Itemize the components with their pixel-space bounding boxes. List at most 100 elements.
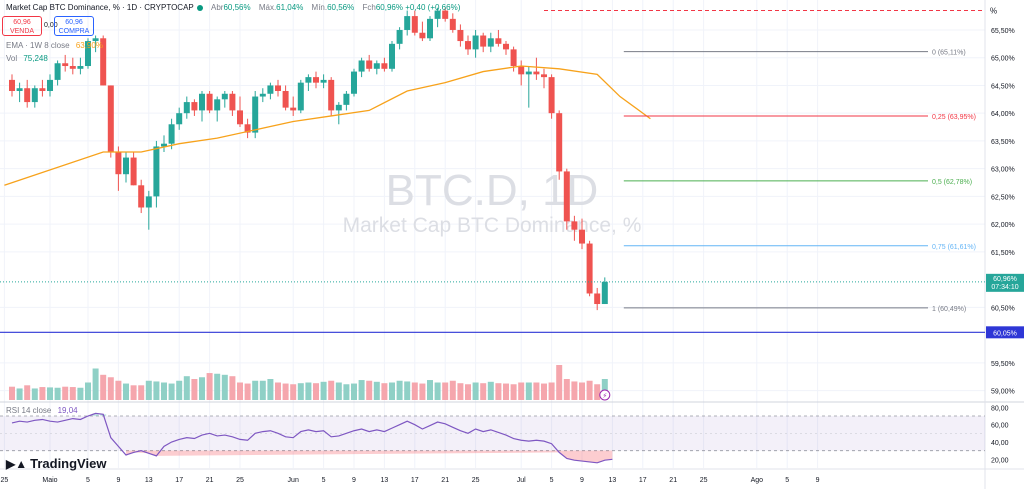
time-tick-17: 9: [580, 477, 584, 484]
time-tick-9: 5: [322, 477, 326, 484]
low-label: Mín.: [311, 3, 328, 12]
candle-74: [571, 221, 578, 230]
candle-8: [69, 66, 76, 69]
volume-bar-66: [510, 384, 517, 400]
volume-bar-59: [457, 383, 464, 400]
spread-value: 0,00: [44, 22, 58, 29]
candle-64: [495, 38, 502, 44]
volume-bar-1: [16, 388, 23, 400]
volume-bar-17: [138, 385, 145, 400]
candle-53: [411, 16, 418, 33]
candle-41: [320, 79, 327, 83]
time-tick-7: 25: [236, 477, 244, 484]
time-tick-4: 13: [145, 477, 153, 484]
time-tick-0: 25: [1, 477, 9, 484]
open-value: 60,56%: [223, 3, 251, 12]
candle-30: [237, 110, 243, 125]
time-tick-24: 9: [816, 477, 820, 484]
volume-bar-38: [297, 383, 304, 400]
top-dashed-label: %: [990, 7, 997, 16]
candle-18: [145, 196, 152, 208]
time-axis[interactable]: 25 Maio 5 9 13 17 21 25 Jun 5 9 13 17 21 25 Jul 5 9 13 17 21…: [1, 477, 820, 484]
price-tick-4: 63,50%: [991, 139, 1015, 146]
candle-45: [351, 71, 357, 94]
candle-25: [199, 93, 205, 111]
volume-bar-52: [404, 381, 411, 400]
sell-price: 60,96: [13, 19, 31, 26]
candle-35: [275, 85, 281, 91]
time-tick-10: 9: [352, 477, 356, 484]
volume-bar-46: [358, 380, 365, 400]
price-tick-11: 59,00%: [991, 389, 1015, 396]
price-tick-1: 65,00%: [991, 56, 1015, 63]
buy-price: 60,96: [65, 19, 83, 26]
candle-6: [54, 63, 61, 80]
chart-header: Market Cap BTC Dominance, % · 1D · CRYPT…: [6, 3, 460, 12]
candle-5: [47, 79, 53, 91]
candle-71: [548, 77, 555, 114]
candle-57: [442, 10, 449, 19]
rsi-legend[interactable]: RSI 14 close 19,04: [6, 406, 78, 415]
candle-14: [115, 152, 122, 175]
ema-legend[interactable]: EMA · 1W 8 close 63,90%: [6, 41, 103, 50]
volume-legend[interactable]: Vol 75,248: [6, 54, 48, 63]
price-axis[interactable]: 65,50% 65,00% 64,50% 64,00% 63,50% 63,00% 62,5…: [991, 28, 1015, 464]
sell-button[interactable]: 60,96 VENDA: [2, 16, 42, 36]
event-marker-glyph: ⚡: [602, 392, 607, 400]
event-marker-icon: [599, 389, 611, 401]
candle-76: [586, 243, 593, 294]
volume-bar-43: [335, 382, 342, 400]
time-tick-19: 17: [639, 477, 647, 484]
volume-bar-54: [419, 383, 426, 400]
candle-31: [244, 124, 251, 133]
fib-label-3: 0,75 (61,61%): [932, 244, 976, 251]
close-label: Fch: [362, 3, 376, 12]
rsi-tick-1: 60,00: [991, 423, 1009, 430]
candle-50: [389, 43, 395, 69]
watermark-name: Market Cap BTC Dominance, %: [343, 214, 642, 237]
candle-28: [221, 93, 228, 100]
candle-23: [183, 102, 190, 114]
volume-bar-19: [153, 381, 160, 400]
time-tick-1: Maio: [42, 477, 57, 484]
rsi-band: [0, 416, 985, 451]
market-status-icon: [196, 4, 203, 11]
time-tick-20: 21: [669, 477, 677, 484]
time-tick-3: 9: [116, 477, 120, 484]
volume-bar-22: [176, 380, 183, 400]
candle-37: [290, 107, 297, 111]
buy-label: COMPRA: [58, 28, 90, 35]
volume-bar-10: [85, 382, 91, 400]
volume-bar-53: [411, 382, 418, 400]
candle-24: [191, 102, 198, 111]
horizontal-lines[interactable]: 60,05%% 60,96%07:34:10 ⚡: [0, 7, 1024, 401]
candle-33: [259, 93, 266, 97]
price-tick-3: 64,00%: [991, 111, 1015, 118]
volume-bar-62: [480, 383, 487, 400]
symbol-title[interactable]: Market Cap BTC Dominance, % · 1D · CRYPT…: [6, 3, 194, 12]
tradingview-logo[interactable]: ▶▲ TradingView: [6, 456, 106, 471]
volume-bar-26: [206, 373, 213, 400]
high-value: 61,04%: [276, 3, 304, 12]
volume-bar-9: [77, 387, 84, 400]
candle-39: [305, 77, 312, 83]
low-value: 60,56%: [327, 3, 355, 12]
volume-bar-75: [579, 382, 585, 400]
rsi-tick-2: 40,00: [991, 440, 1009, 447]
candles: [9, 7, 608, 311]
time-tick-14: 25: [472, 477, 480, 484]
candle-68: [525, 71, 532, 75]
buy-button[interactable]: 60,96 COMPRA: [54, 16, 94, 36]
time-tick-5: 17: [175, 477, 183, 484]
fib-retracement[interactable]: 0 (65,11%) 0,25 (63,95%) 0,5 (62,78%) 0,75 …: [623, 50, 976, 313]
volume-bar-29: [229, 376, 236, 400]
volume-bar-39: [305, 382, 312, 400]
rsi-oversold-fill: [126, 450, 613, 463]
change-value: +0,40 (+0,66%): [405, 3, 461, 12]
last-price-tag: [986, 273, 1024, 292]
last-price-label: 60,96%: [993, 276, 1017, 283]
volume-bar-35: [275, 382, 281, 400]
time-tick-16: 5: [550, 477, 554, 484]
fib-label-2: 0,5 (62,78%): [932, 179, 972, 186]
